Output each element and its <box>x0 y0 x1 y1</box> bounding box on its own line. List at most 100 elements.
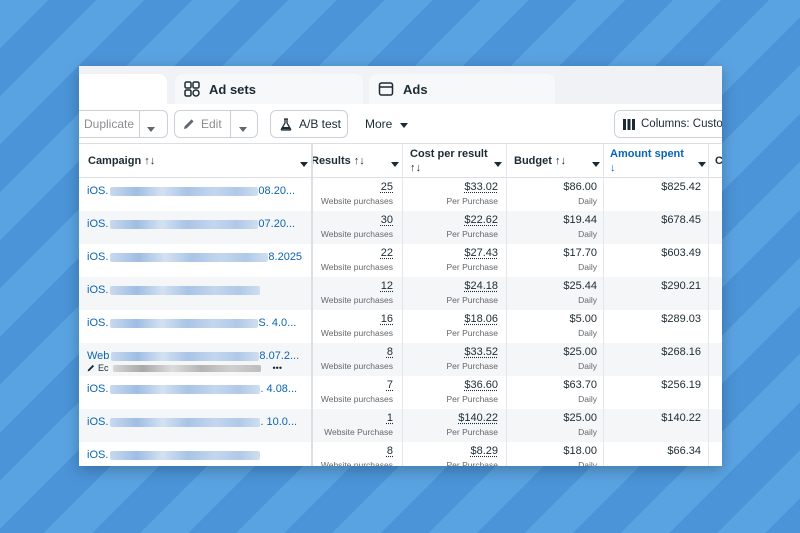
table-row[interactable]: iOS. 12 Website purchases $24.18 Per Purchas… <box>79 277 722 310</box>
campaign-column-chevron-icon[interactable] <box>300 158 308 170</box>
cost-per-result-value[interactable]: $140.22 <box>458 412 498 424</box>
campaign-name-prefix: iOS. <box>87 251 109 263</box>
ab-test-button[interactable]: A/B test <box>270 110 348 138</box>
results-value[interactable]: 22 <box>380 247 393 259</box>
pencil-icon[interactable] <box>87 364 95 372</box>
columns-label: Columns: Custom <box>641 118 722 130</box>
campaign-name-suffix: 07.20... <box>258 218 296 230</box>
column-header-campaign[interactable]: Campaign ↑↓ <box>88 144 312 178</box>
table-row[interactable]: iOS. . 10.0... 1 Website Purchase $140.22 Per… <box>79 409 722 442</box>
amount-spent-value: $678.45 <box>661 214 701 226</box>
ad-sets-grid-icon <box>183 80 201 98</box>
column-header-cost-per-result[interactable]: Cost per result ↑↓ <box>410 144 502 178</box>
cost-column-chevron-icon[interactable] <box>494 158 502 170</box>
table-row[interactable]: iOS. . 4.08... 7 Website purchases $36.60 Per… <box>79 376 722 409</box>
campaign-name-prefix: iOS. <box>87 185 109 197</box>
cost-per-result-value[interactable]: $33.02 <box>464 181 498 193</box>
cost-per-result-value[interactable]: $18.06 <box>464 313 498 325</box>
budget-value[interactable]: $18.00 <box>563 445 597 457</box>
campaign-name-link[interactable]: iOS. <box>87 449 261 461</box>
column-header-results[interactable]: Results ↑↓ <box>311 144 401 178</box>
campaign-name-prefix: Web <box>87 350 110 362</box>
redacted-campaign-name <box>110 285 261 295</box>
duplicate-dropdown-chevron-icon[interactable] <box>147 121 155 135</box>
campaign-name-link[interactable]: Web 8.07.2... <box>87 350 299 362</box>
duplicate-button-group: Duplicate <box>79 110 168 138</box>
column-header-budget[interactable]: Budget ↑↓ <box>514 144 602 178</box>
edit-button[interactable]: Edit <box>201 117 222 131</box>
budget-value[interactable]: $25.44 <box>563 280 597 292</box>
redacted-campaign-name <box>111 351 260 361</box>
budget-value[interactable]: $17.70 <box>563 247 597 259</box>
more-button[interactable]: More <box>357 110 409 138</box>
budget-frequency: Daily <box>578 229 597 239</box>
cost-per-result-value[interactable]: $24.18 <box>464 280 498 292</box>
budget-column-chevron-icon[interactable] <box>592 158 600 170</box>
cost-per-result-value[interactable]: $36.60 <box>464 379 498 391</box>
campaign-name-prefix: iOS. <box>87 383 109 395</box>
cost-per-result-value[interactable]: $22.62 <box>464 214 498 226</box>
table-row[interactable]: iOS. 07.20... 30 Website purchases $22.62 Per… <box>79 211 722 244</box>
tab-ad-sets-label: Ad sets <box>209 81 256 97</box>
columns-button[interactable]: Columns: Custom <box>614 110 722 138</box>
budget-value[interactable]: $86.00 <box>563 181 597 193</box>
budget-value[interactable]: $63.70 <box>563 379 597 391</box>
budget-frequency: Daily <box>578 295 597 305</box>
results-value[interactable]: 8 <box>386 346 393 358</box>
cost-per-result-sort-icon: ↑↓ <box>410 162 421 174</box>
results-value[interactable]: 12 <box>380 280 393 292</box>
column-header-next[interactable]: C <box>715 144 722 178</box>
edit-dropdown-chevron-icon[interactable] <box>239 121 247 135</box>
amount-spent-column-chevron-icon[interactable] <box>698 158 706 170</box>
campaign-name-prefix: iOS. <box>87 284 109 296</box>
cost-per-result-value[interactable]: $8.29 <box>470 445 498 457</box>
redacted-row-tools <box>112 364 261 372</box>
campaign-name-suffix: . 4.08... <box>260 383 298 395</box>
campaign-name-suffix: S. 4.0... <box>258 317 297 329</box>
results-header-label: Results ↑↓ <box>311 155 365 167</box>
cost-per-result-subtitle: Per Purchase <box>446 328 499 338</box>
budget-value[interactable]: $25.00 <box>563 346 597 358</box>
results-value[interactable]: 16 <box>380 313 393 325</box>
campaign-name-link[interactable]: iOS. . 4.08... <box>87 383 297 395</box>
tab-campaigns[interactable] <box>79 74 167 104</box>
campaign-name-link[interactable]: iOS. S. 4.0... <box>87 317 296 329</box>
cost-per-result-value[interactable]: $33.52 <box>464 346 498 358</box>
results-column-chevron-icon[interactable] <box>391 158 399 170</box>
amount-spent-value: $256.19 <box>661 379 701 391</box>
table-row[interactable]: Web 8.07.2... Ec ••• 8 Website purchases $33.5… <box>79 343 722 376</box>
table-row[interactable]: iOS. 08.20... 25 Website purchases $33.02 Per… <box>79 178 722 211</box>
more-options-icon[interactable]: ••• <box>272 363 282 373</box>
campaign-name-link[interactable]: iOS. <box>87 284 261 296</box>
result-type: Website Purchase <box>324 427 393 437</box>
campaign-name-link[interactable]: iOS. 07.20... <box>87 218 295 230</box>
column-divider <box>506 144 507 466</box>
budget-frequency: Daily <box>578 460 597 466</box>
budget-value[interactable]: $19.44 <box>563 214 597 226</box>
campaign-name-link[interactable]: iOS. 8.2025 <box>87 251 302 263</box>
results-value[interactable]: 1 <box>386 412 393 424</box>
budget-value[interactable]: $25.00 <box>563 412 597 424</box>
campaign-name-link[interactable]: iOS. . 10.0... <box>87 416 297 428</box>
duplicate-button[interactable]: Duplicate <box>84 117 135 131</box>
results-value[interactable]: 8 <box>386 445 393 457</box>
campaign-name-link[interactable]: iOS. 08.20... <box>87 185 295 197</box>
tab-ad-sets[interactable]: Ad sets <box>175 74 363 104</box>
table-header: Campaign ↑↓ Results ↑↓ Cost per result ↑… <box>79 144 722 178</box>
campaign-header-label: Campaign ↑↓ <box>88 155 156 167</box>
table-row[interactable]: iOS. S. 4.0... 16 Website purchases $18.06 Pe… <box>79 310 722 343</box>
budget-frequency: Daily <box>578 196 597 206</box>
budget-value[interactable]: $5.00 <box>569 313 597 325</box>
cost-per-result-value[interactable]: $27.43 <box>464 247 498 259</box>
table-row[interactable]: iOS. 8.2025 22 Website purchases $27.43 Per P… <box>79 244 722 277</box>
results-value[interactable]: 7 <box>386 379 393 391</box>
results-value[interactable]: 30 <box>380 214 393 226</box>
tab-ads[interactable]: Ads <box>369 74 555 104</box>
campaign-name-suffix: 8.2025 <box>268 251 303 263</box>
results-value[interactable]: 25 <box>380 181 393 193</box>
campaign-name-suffix: 8.07.2... <box>259 350 300 362</box>
row-edit-label[interactable]: Ec <box>98 363 109 373</box>
column-header-amount-spent[interactable]: Amount spent ↓ <box>610 144 706 178</box>
redacted-campaign-name <box>110 384 261 394</box>
table-row[interactable]: iOS. 8 Website purchases $8.29 Per Purchase $… <box>79 442 722 466</box>
